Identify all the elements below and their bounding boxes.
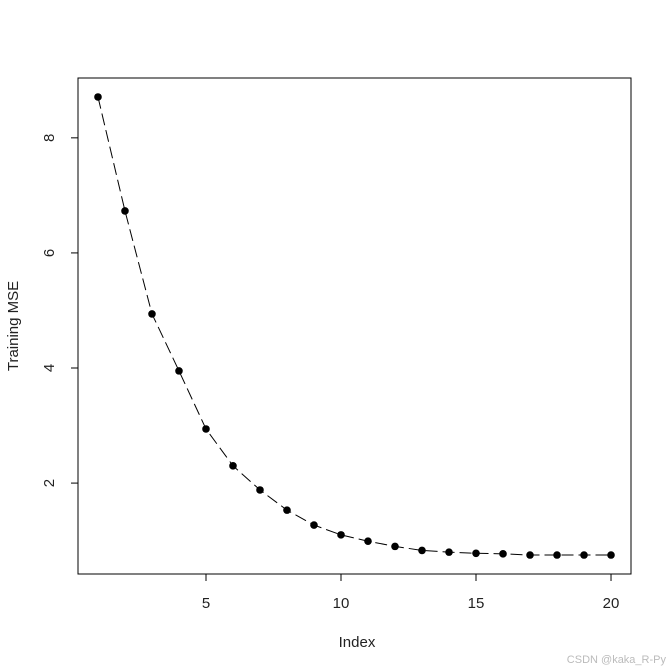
data-point xyxy=(202,425,210,433)
watermark: CSDN @kaka_R-Py xyxy=(567,654,667,666)
y-axis-label: Training MSE xyxy=(5,281,22,371)
plot-frame xyxy=(77,77,632,575)
data-point xyxy=(337,531,345,539)
y-tick-label: 4 xyxy=(41,364,58,372)
x-axis-label: Index xyxy=(339,634,376,651)
data-point xyxy=(445,548,453,556)
data-point xyxy=(580,551,588,559)
y-tick-label: 2 xyxy=(41,479,58,487)
data-point xyxy=(607,551,615,559)
x-tick-label: 5 xyxy=(202,595,210,612)
data-point xyxy=(229,462,237,470)
y-tick-label: 8 xyxy=(41,134,58,142)
data-point xyxy=(256,486,264,494)
data-point xyxy=(553,551,561,559)
x-tick-label: 15 xyxy=(468,595,485,612)
data-line xyxy=(97,96,612,556)
x-tick-label: 20 xyxy=(603,595,620,612)
data-point xyxy=(121,207,129,215)
y-tick-label: 6 xyxy=(41,249,58,257)
x-tick-label: 10 xyxy=(333,595,350,612)
data-point xyxy=(526,551,534,559)
data-point xyxy=(175,367,183,375)
data-point xyxy=(418,546,426,555)
data-point xyxy=(499,550,507,558)
data-point xyxy=(310,521,318,529)
data-point xyxy=(364,537,372,546)
data-point xyxy=(94,93,102,101)
data-point xyxy=(472,549,480,558)
data-point xyxy=(283,506,291,514)
data-point xyxy=(391,542,399,551)
data-point xyxy=(148,310,156,318)
